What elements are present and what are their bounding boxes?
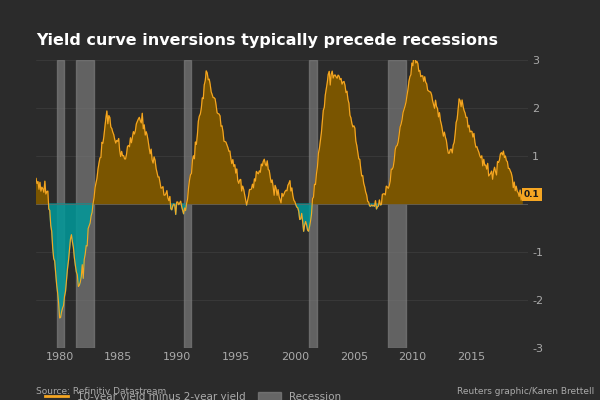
Bar	[57, 60, 64, 348]
Legend: 10-year yield minus 2-year yield, Recession: 10-year yield minus 2-year yield, Recess…	[41, 388, 345, 400]
Bar	[388, 60, 406, 348]
Text: 0.1: 0.1	[524, 190, 539, 199]
Text: Reuters graphic/Karen Brettell: Reuters graphic/Karen Brettell	[457, 387, 594, 396]
Text: Source: Refinitiv Datastream: Source: Refinitiv Datastream	[36, 387, 166, 396]
Bar	[184, 60, 191, 348]
Bar	[309, 60, 317, 348]
Text: Yield curve inversions typically precede recessions: Yield curve inversions typically precede…	[36, 33, 498, 48]
Bar	[76, 60, 94, 348]
